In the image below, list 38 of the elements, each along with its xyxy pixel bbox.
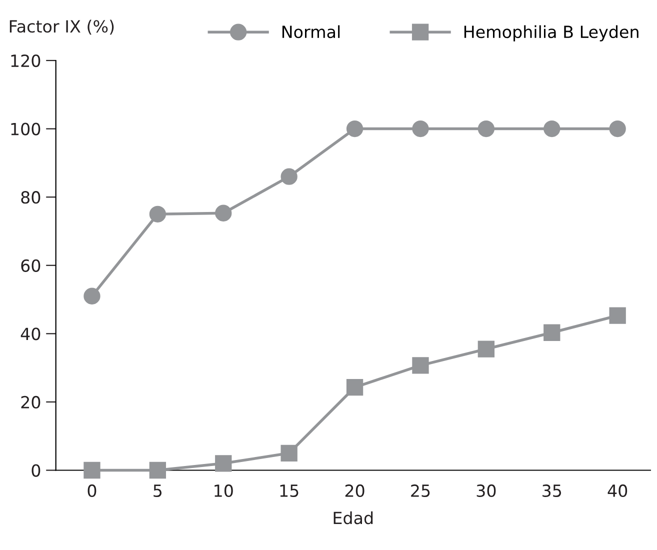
point bbox=[346, 120, 364, 138]
x-tick-label: 5 bbox=[154, 484, 162, 498]
point bbox=[84, 288, 100, 304]
point bbox=[609, 307, 626, 324]
point bbox=[478, 340, 495, 358]
y-tick-label: 60 bbox=[21, 259, 40, 272]
point bbox=[346, 378, 364, 396]
y-tick-label: 0 bbox=[32, 464, 40, 477]
legend-label: Normal bbox=[282, 25, 340, 38]
legend-label: Hemophilia B Leyden bbox=[464, 25, 638, 42]
point bbox=[280, 168, 298, 185]
point bbox=[544, 324, 560, 341]
y-tick-label: 100 bbox=[11, 122, 40, 136]
x-tick-label: 30 bbox=[476, 484, 496, 498]
y-axis-title: Factor IX (%) bbox=[10, 20, 114, 35]
y-tick-label: 40 bbox=[20, 328, 40, 340]
x-tick-label: 10 bbox=[214, 484, 233, 498]
point bbox=[412, 357, 429, 374]
y-tick-label: 20 bbox=[21, 396, 40, 409]
point bbox=[478, 120, 495, 138]
point bbox=[544, 120, 560, 138]
y-tick-label: 120 bbox=[11, 54, 40, 68]
x-tick-label: 40 bbox=[608, 484, 628, 498]
x-tick-label: 25 bbox=[411, 484, 430, 498]
x-axis-title: Edad bbox=[334, 511, 373, 524]
point bbox=[149, 206, 166, 222]
point bbox=[149, 462, 166, 479]
x-tick-label: 20 bbox=[345, 484, 364, 498]
x-tick-label: 15 bbox=[280, 484, 298, 498]
point bbox=[215, 455, 232, 472]
x-tick-label: 0 bbox=[88, 484, 96, 498]
point bbox=[412, 120, 429, 138]
point bbox=[280, 444, 298, 462]
x-tick-label: 35 bbox=[542, 484, 562, 498]
point bbox=[215, 204, 232, 222]
point bbox=[84, 462, 100, 479]
point bbox=[609, 120, 626, 138]
y-tick-label: 80 bbox=[21, 191, 40, 204]
